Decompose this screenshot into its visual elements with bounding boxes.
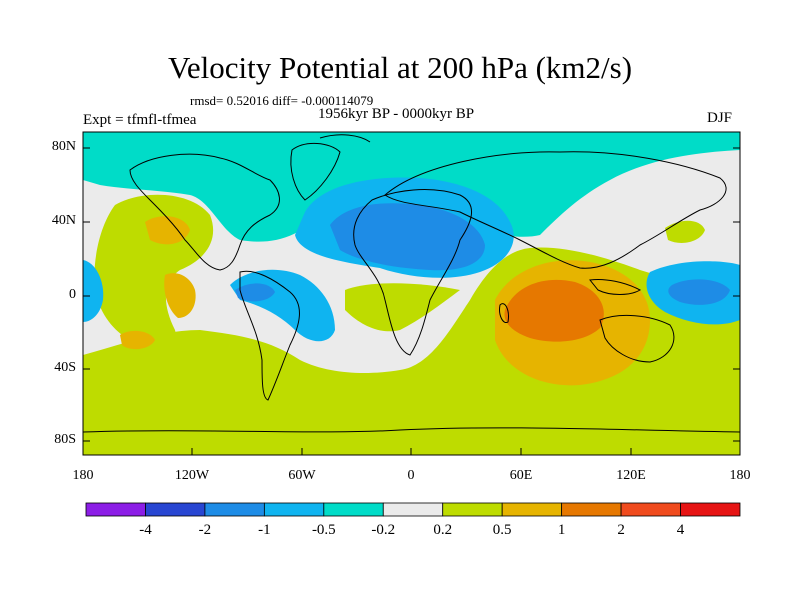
- colorbar-swatch-7: [501, 502, 563, 517]
- colorbar-label-4: -0.2: [371, 522, 396, 538]
- lon-label-60e: 60E: [509, 468, 533, 483]
- colorbar-swatch-10: [680, 502, 741, 517]
- field-yellowgreen-northeast: [665, 220, 705, 243]
- colorbar-swatch-5: [382, 502, 444, 517]
- lon-label-180w: 180: [72, 468, 94, 483]
- lon-label-0: 0: [407, 468, 415, 483]
- colorbar-label-8: 2: [617, 522, 625, 538]
- period-text: 1956kyr BP - 0000kyr BP: [318, 106, 475, 122]
- colorbar-label-2: -1: [258, 522, 271, 538]
- coastlines: [83, 134, 740, 433]
- lon-label-120e: 120E: [616, 468, 646, 483]
- axis-ticks: [83, 147, 740, 455]
- lat-label-80n: 80N: [51, 139, 76, 154]
- colorbar-label-1: -2: [198, 522, 212, 538]
- colorbar-swatch-0: [85, 502, 146, 517]
- field-gold-pacific-south: [120, 330, 155, 350]
- colorbar-swatch-9: [620, 502, 681, 517]
- map-title: Velocity Potential at 200 hPa (km2/s): [167, 50, 633, 85]
- colorbar-swatch-6: [442, 502, 503, 517]
- field-gold-pacific-north: [145, 216, 190, 245]
- colorbar-swatch-8: [561, 502, 622, 517]
- colorbar-label-9: 4: [676, 522, 685, 538]
- colorbar-swatch-3: [263, 502, 325, 517]
- colorbar-label-7: 1: [557, 522, 566, 538]
- colorbar-label-0: -4: [139, 522, 152, 538]
- lat-label-40s: 40S: [54, 360, 76, 375]
- experiment-text: Expt = tfmfl-tfmea: [83, 112, 197, 128]
- stats-text: rmsd= 0.52016 diff= -0.000114079: [190, 93, 374, 108]
- colorbar-label-6: 0.5: [492, 522, 512, 538]
- field-blue-africa: [330, 203, 485, 271]
- colorbar-swatch-4: [323, 502, 384, 517]
- season-text: DJF: [707, 110, 733, 126]
- field-yellowgreen-atlantic: [345, 283, 460, 332]
- field-gold-pacific-central: [164, 273, 196, 318]
- field-lightblue-west-edge: [83, 260, 104, 322]
- colorbar-swatch-2: [204, 502, 265, 517]
- lat-label-40n: 40N: [51, 213, 76, 228]
- colorbar-label-5: 0.2: [433, 522, 453, 538]
- colorbar: [85, 502, 741, 517]
- lat-label-80s: 80S: [54, 432, 76, 447]
- field-blue-samerica: [235, 283, 275, 302]
- lon-label-180e: 180: [729, 468, 751, 483]
- lat-label-0: 0: [69, 287, 76, 302]
- field-blue-eastpacific: [668, 279, 730, 305]
- colorbar-swatch-1: [145, 502, 206, 517]
- lon-label-60w: 60W: [288, 468, 316, 483]
- colorbar-label-3: -0.5: [311, 522, 336, 538]
- lon-label-120w: 120W: [174, 468, 210, 483]
- contour-field: [83, 132, 740, 455]
- field-orange-indian: [504, 279, 604, 342]
